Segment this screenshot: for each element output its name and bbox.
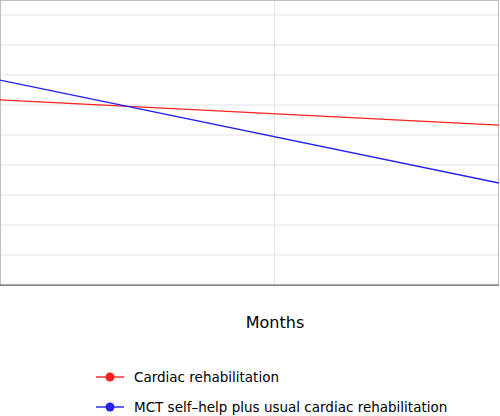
- legend-marker: [106, 373, 115, 382]
- x-axis-label: Months: [246, 313, 304, 332]
- y-grid-line: [0, 135, 499, 136]
- y-grid-line: [0, 165, 499, 166]
- y-grid-line: [0, 15, 499, 16]
- legend-label: MCT self–help plus usual cardiac rehabil…: [134, 399, 447, 415]
- y-grid-line: [0, 225, 499, 226]
- y-grid-line: [0, 45, 499, 46]
- x-grid-line: [274, 0, 275, 285]
- background: [0, 0, 500, 416]
- legend-marker: [106, 403, 115, 412]
- y-grid-line: [0, 75, 499, 76]
- series-line: [0, 100, 499, 125]
- y-grid-line: [0, 105, 499, 106]
- legend-label: Cardiac rehabilitation: [134, 369, 279, 385]
- plot-frame: [1, 1, 499, 286]
- series-group: [0, 80, 499, 183]
- chart-svg: Months Cardiac rehabilitation MCT self–hel…: [0, 0, 500, 416]
- x-axis-line: [0, 285, 499, 286]
- series-line: [0, 80, 499, 183]
- y-grid-line: [0, 195, 499, 196]
- y-grid-line: [0, 255, 499, 256]
- chart-container: Months Cardiac rehabilitation MCT self–hel…: [0, 0, 500, 416]
